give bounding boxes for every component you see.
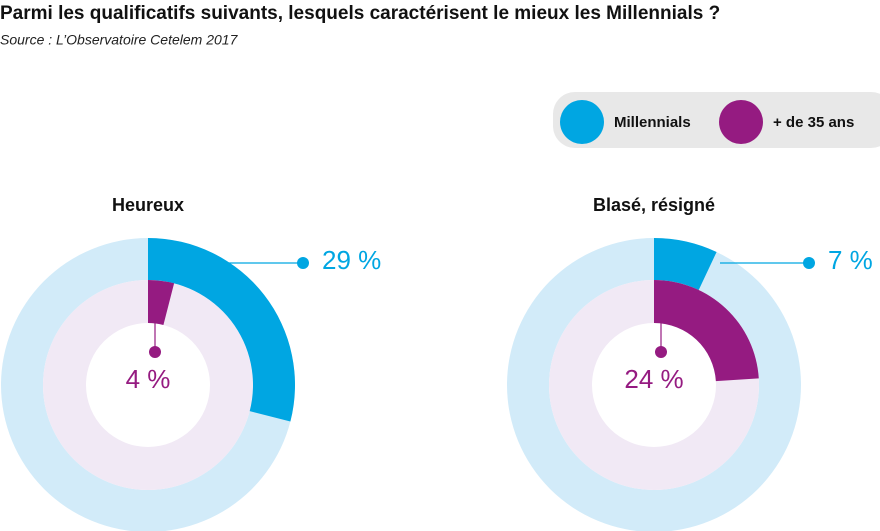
- legend-swatch: [560, 100, 604, 144]
- ring-track: [43, 280, 253, 490]
- callout-dot: [297, 257, 309, 269]
- chart-title: Parmi les qualificatifs suivants, lesque…: [0, 3, 720, 24]
- value-label: 7 %: [828, 245, 873, 275]
- value-label: 24 %: [624, 364, 683, 394]
- legend-box: [553, 92, 880, 148]
- ring-segment: [654, 238, 717, 290]
- callout-dot: [803, 257, 815, 269]
- callout-dot: [149, 346, 161, 358]
- value-label: 4 %: [126, 364, 171, 394]
- ring-segment: [654, 280, 759, 382]
- legend-swatch: [719, 100, 763, 144]
- callout-dot: [655, 346, 667, 358]
- ring-segment: [148, 238, 295, 422]
- chart-subtitle: Heureux: [112, 195, 184, 215]
- legend-label: Millennials: [614, 114, 691, 131]
- value-label: 29 %: [322, 245, 381, 275]
- chart-subtitle: Blasé, résigné: [593, 195, 715, 215]
- legend-label: + de 35 ans: [773, 114, 854, 131]
- ring-segment: [148, 280, 175, 325]
- source: Source : L’Observatoire Cetelem 2017: [0, 32, 239, 48]
